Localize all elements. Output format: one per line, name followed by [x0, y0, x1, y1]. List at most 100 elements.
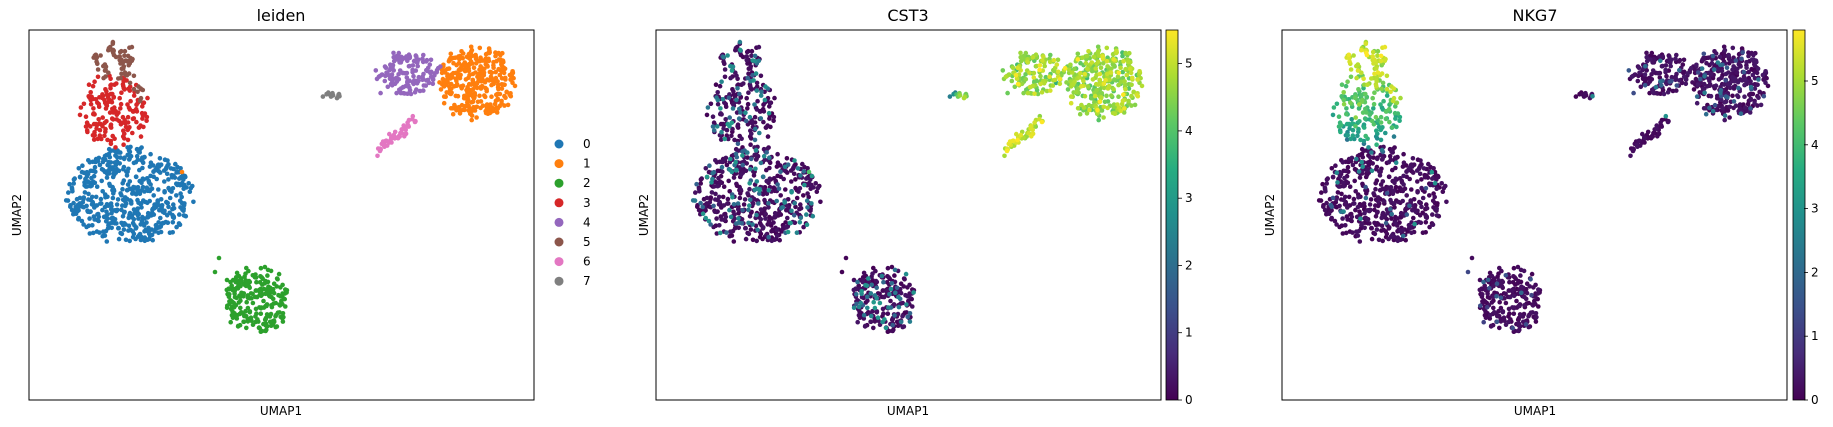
- scatter-point: [146, 180, 152, 185]
- panel-title: CST3: [887, 6, 928, 25]
- scatter-point: [1392, 110, 1398, 116]
- scatter-point: [415, 60, 420, 65]
- scatter-point: [1348, 74, 1354, 80]
- scatter-point: [771, 118, 776, 123]
- scatter-point: [1721, 44, 1727, 50]
- scatter-point: [1386, 106, 1392, 112]
- scatter-point: [731, 239, 737, 244]
- scatter-point: [1398, 228, 1403, 234]
- scatter-point: [1478, 303, 1483, 309]
- scatter-point: [804, 176, 809, 181]
- scatter-point: [100, 115, 105, 120]
- scatter-point: [1715, 67, 1721, 72]
- scatter-point: [1112, 63, 1117, 68]
- scatter-point: [1356, 126, 1361, 132]
- scatter-point: [450, 111, 456, 117]
- scatter-point: [84, 169, 90, 175]
- scatter-point: [1123, 50, 1128, 56]
- scatter-point: [760, 236, 765, 242]
- scatter-point: [270, 296, 276, 302]
- scatter-point: [1339, 94, 1344, 99]
- scatter-point: [1518, 313, 1523, 318]
- scatter-point: [753, 166, 758, 172]
- scatter-point: [892, 273, 897, 278]
- scatter-point: [110, 174, 116, 180]
- scatter-point: [1730, 45, 1736, 51]
- scatter-point: [212, 269, 218, 275]
- scatter-point: [1337, 203, 1342, 209]
- scatter-point: [720, 121, 726, 127]
- scatter-point: [466, 103, 471, 108]
- scatter-point: [1367, 208, 1372, 214]
- scatter-point: [865, 294, 870, 300]
- scatter-point: [1489, 273, 1495, 279]
- scatter-point: [1347, 184, 1353, 189]
- scatter-point: [1363, 195, 1369, 201]
- scatter-point: [106, 70, 111, 75]
- scatter-point: [1481, 319, 1486, 325]
- scatter-point: [494, 92, 499, 97]
- scatter-point: [263, 278, 268, 284]
- scatter-point: [94, 217, 100, 223]
- scatter-point: [151, 193, 156, 198]
- scatter-point: [389, 72, 395, 77]
- scatter-point: [1055, 69, 1061, 75]
- scatter-point: [277, 302, 282, 307]
- scatter-point: [387, 131, 392, 137]
- scatter-point: [1116, 70, 1122, 76]
- scatter-point: [793, 177, 798, 182]
- legend-label: 4: [583, 215, 591, 229]
- scatter-point: [145, 214, 151, 219]
- scatter-point: [391, 132, 397, 138]
- scatter-point: [1101, 85, 1107, 91]
- scatter-point: [1126, 86, 1132, 91]
- scatter-point: [1091, 54, 1097, 60]
- scatter-point: [108, 86, 113, 91]
- scatter-point: [728, 229, 733, 234]
- scatter-point: [1102, 99, 1108, 105]
- scatter-point: [284, 290, 289, 295]
- scatter-point: [1507, 311, 1512, 316]
- scatter-point: [476, 71, 481, 77]
- scatter-point: [179, 169, 185, 175]
- scatter-point: [93, 194, 99, 200]
- scatter-point: [100, 92, 105, 97]
- scatter-point: [135, 157, 141, 163]
- scatter-point: [714, 231, 720, 236]
- scatter-point: [1010, 65, 1016, 71]
- scatter-point: [131, 231, 137, 237]
- scatter-point: [1018, 54, 1023, 60]
- scatter-point: [1355, 204, 1361, 210]
- scatter-point: [387, 67, 392, 73]
- scatter-point: [81, 222, 86, 227]
- scatter-point: [1363, 91, 1368, 97]
- scatter-point: [713, 82, 719, 87]
- scatter-point: [1378, 114, 1384, 120]
- scatter-point: [497, 91, 503, 97]
- scatter-point: [877, 300, 883, 306]
- scatter-point: [1491, 305, 1496, 311]
- scatter-point: [726, 95, 732, 101]
- scatter-point: [80, 199, 86, 205]
- scatter-point: [1733, 103, 1739, 108]
- scatter-point: [412, 90, 418, 95]
- scatter-point: [1746, 53, 1751, 59]
- scatter-point: [1492, 310, 1497, 315]
- scatter-point: [1343, 168, 1349, 174]
- scatter-point: [498, 57, 504, 62]
- scatter-point: [1031, 75, 1037, 80]
- scatter-point: [135, 206, 141, 211]
- scatter-point: [1711, 67, 1717, 72]
- scatter-point: [250, 300, 256, 306]
- scatter-point: [856, 304, 862, 310]
- scatter-point: [1018, 58, 1024, 64]
- scatter-point: [264, 327, 269, 333]
- scatter-point: [111, 187, 117, 192]
- scatter-point: [706, 218, 712, 224]
- scatter-point: [700, 211, 706, 216]
- scatter-point: [459, 49, 464, 54]
- scatter-point: [1345, 217, 1350, 222]
- scatter-point: [1634, 142, 1639, 148]
- scatter-point: [1485, 277, 1491, 283]
